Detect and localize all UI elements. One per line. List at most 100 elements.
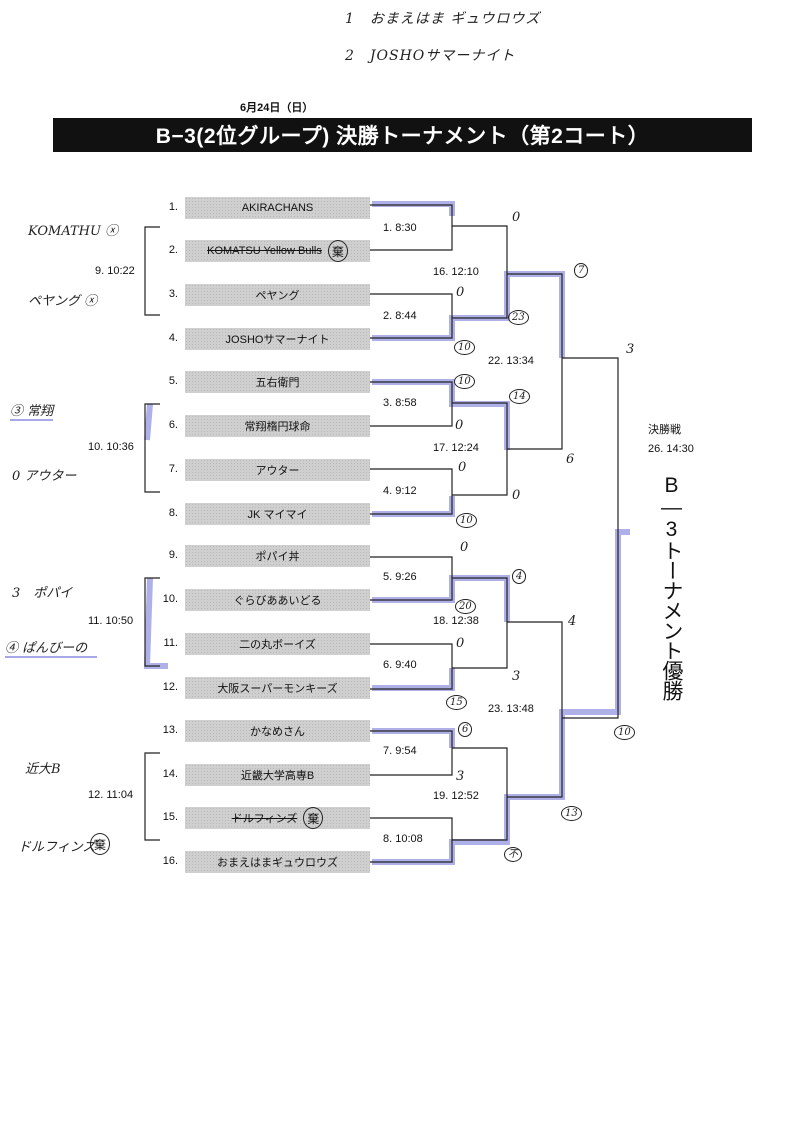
- handwritten-score-mark: 20: [455, 598, 476, 614]
- handwritten-score: 10: [454, 340, 475, 355]
- match-4-label: 4. 9:12: [383, 485, 417, 497]
- team-name: かなめさん: [250, 726, 305, 738]
- team-slot: アウター: [185, 459, 370, 481]
- handwritten-score-mark: 10: [454, 373, 475, 389]
- team-name: ぐらびああいどる: [233, 595, 322, 607]
- team-seed: 8.: [168, 507, 178, 519]
- match-8-label: 8. 10:08: [383, 833, 423, 845]
- team-name: JK マイマイ: [247, 509, 308, 521]
- handwritten-score-mark: 3: [626, 342, 634, 357]
- team-slot: 大阪スーパーモンキーズ: [185, 677, 370, 699]
- handwritten-score-mark: 23: [508, 309, 529, 325]
- handwritten-score: 0: [512, 488, 521, 503]
- team-seed: 15.: [162, 811, 178, 823]
- match-9-label: 9. 10:22: [95, 265, 135, 277]
- final-match-label: 26. 14:30: [648, 443, 694, 455]
- handwritten-score: 10: [614, 725, 635, 740]
- team-slot: ドルフィンズ棄: [185, 807, 370, 829]
- match-10-label: 10. 10:36: [88, 441, 134, 453]
- note-gravure: ④ ぱんびーの: [5, 637, 98, 658]
- team-name: 大阪スーパーモンキーズ: [217, 683, 338, 695]
- match-1-label: 1. 8:30: [383, 222, 417, 234]
- match-5-label: 5. 9:26: [383, 571, 417, 583]
- handwritten-score-mark: 7: [574, 262, 589, 278]
- handwritten-score-mark: 0: [458, 460, 466, 475]
- handwritten-score-mark: 4: [512, 568, 527, 584]
- handwritten-score: 0: [512, 210, 521, 225]
- match-2-label: 2. 8:44: [383, 310, 417, 322]
- team-slot: 五右衛門: [185, 371, 370, 393]
- team-slot: AKIRACHANS: [185, 197, 370, 219]
- forfeit-stamp: 棄: [303, 807, 324, 829]
- match-7-label: 7. 9:54: [383, 745, 417, 757]
- team-slot: 二の丸ボーイズ: [185, 633, 370, 655]
- team-seed: 3.: [168, 288, 178, 300]
- team-slot: かなめさん: [185, 720, 370, 742]
- handwritten-score: 10: [456, 513, 477, 528]
- handwritten-score: 0: [455, 418, 464, 433]
- team-seed: 16.: [162, 855, 178, 867]
- team-seed: 9.: [168, 549, 178, 561]
- team-name: 五右衛門: [255, 377, 300, 389]
- handwritten-score: 3: [456, 769, 465, 784]
- handwritten-score: 14: [509, 389, 530, 404]
- note-peyang: ペヤング ⓧ: [28, 294, 98, 309]
- team-name: 常翔楕円球命: [244, 421, 311, 433]
- team-seed: 14.: [162, 768, 178, 780]
- team-seed: 13.: [162, 724, 178, 736]
- match-22-label: 22. 13:34: [488, 355, 534, 367]
- handwritten-score: 0: [458, 460, 467, 475]
- match-17-label: 17. 12:24: [433, 442, 479, 454]
- handwritten-score-mark: 0: [456, 285, 464, 300]
- team-slot: 近畿大学高専B: [185, 764, 370, 786]
- handwritten-score: 23: [508, 310, 529, 325]
- handwritten-score-mark: 不: [504, 846, 522, 862]
- handwritten-score: 4: [568, 614, 577, 629]
- team-name: JOSHOサマーナイト: [225, 334, 330, 346]
- team-slot: ぐらびああいどる: [185, 589, 370, 611]
- handwritten-score: 4: [512, 569, 527, 584]
- final-heading: 決勝戦: [648, 424, 681, 436]
- match-16-label: 16. 12:10: [433, 266, 479, 278]
- handwritten-score-mark: 0: [512, 210, 520, 225]
- team-slot: JK マイマイ: [185, 503, 370, 525]
- team-slot: JOSHOサマーナイト: [185, 328, 370, 350]
- team-seed: 11.: [163, 637, 178, 649]
- handwritten-score-mark: 10: [456, 512, 477, 528]
- team-name: KOMATSU Yellow Bulls: [207, 245, 322, 257]
- team-seed: 5.: [168, 375, 178, 387]
- team-slot: KOMATSU Yellow Bulls 棄: [185, 240, 370, 262]
- team-slot: 常翔楕円球命: [185, 415, 370, 437]
- match-18-label: 18. 12:38: [433, 615, 479, 627]
- team-name: おまえはまギュウロウズ: [217, 857, 338, 869]
- handwritten-score-mark: 15: [446, 694, 467, 710]
- match-6-label: 6. 9:40: [383, 659, 417, 671]
- team-seed: 4.: [168, 332, 178, 344]
- note-dolphins: ドルフィンズ: [18, 840, 96, 855]
- team-name: アウター: [255, 465, 300, 477]
- team-seed: 12.: [162, 681, 178, 693]
- team-seed: 10.: [162, 593, 178, 605]
- note-popeye: 3 ポパイ: [12, 586, 73, 601]
- handwritten-score: 6: [566, 452, 575, 467]
- team-slot: ペヤング: [185, 284, 370, 306]
- handwritten-score: 0: [456, 636, 465, 651]
- match-12-label: 12. 11:04: [88, 789, 134, 801]
- handwritten-score-mark: 0: [460, 540, 468, 555]
- match-3-label: 3. 8:58: [383, 397, 417, 409]
- handwritten-score: 7: [574, 263, 589, 278]
- handwritten-score: 20: [455, 599, 476, 614]
- team-slot: ポパイ丼: [185, 545, 370, 567]
- team-seed: 6.: [168, 419, 178, 431]
- handwritten-score-mark: 3: [512, 669, 520, 684]
- handwritten-score-mark: 4: [568, 614, 576, 629]
- handwritten-score-mark: 3: [456, 769, 464, 784]
- handwritten-score: 不: [504, 847, 522, 862]
- match-19-label: 19. 12:52: [433, 790, 479, 802]
- team-slot: おまえはまギュウロウズ: [185, 851, 370, 873]
- champion-label: B—3トーナメント優勝: [660, 474, 683, 700]
- team-name: ポパイ丼: [255, 551, 300, 563]
- team-name: AKIRACHANS: [241, 202, 314, 214]
- handwritten-score: 3: [512, 669, 521, 684]
